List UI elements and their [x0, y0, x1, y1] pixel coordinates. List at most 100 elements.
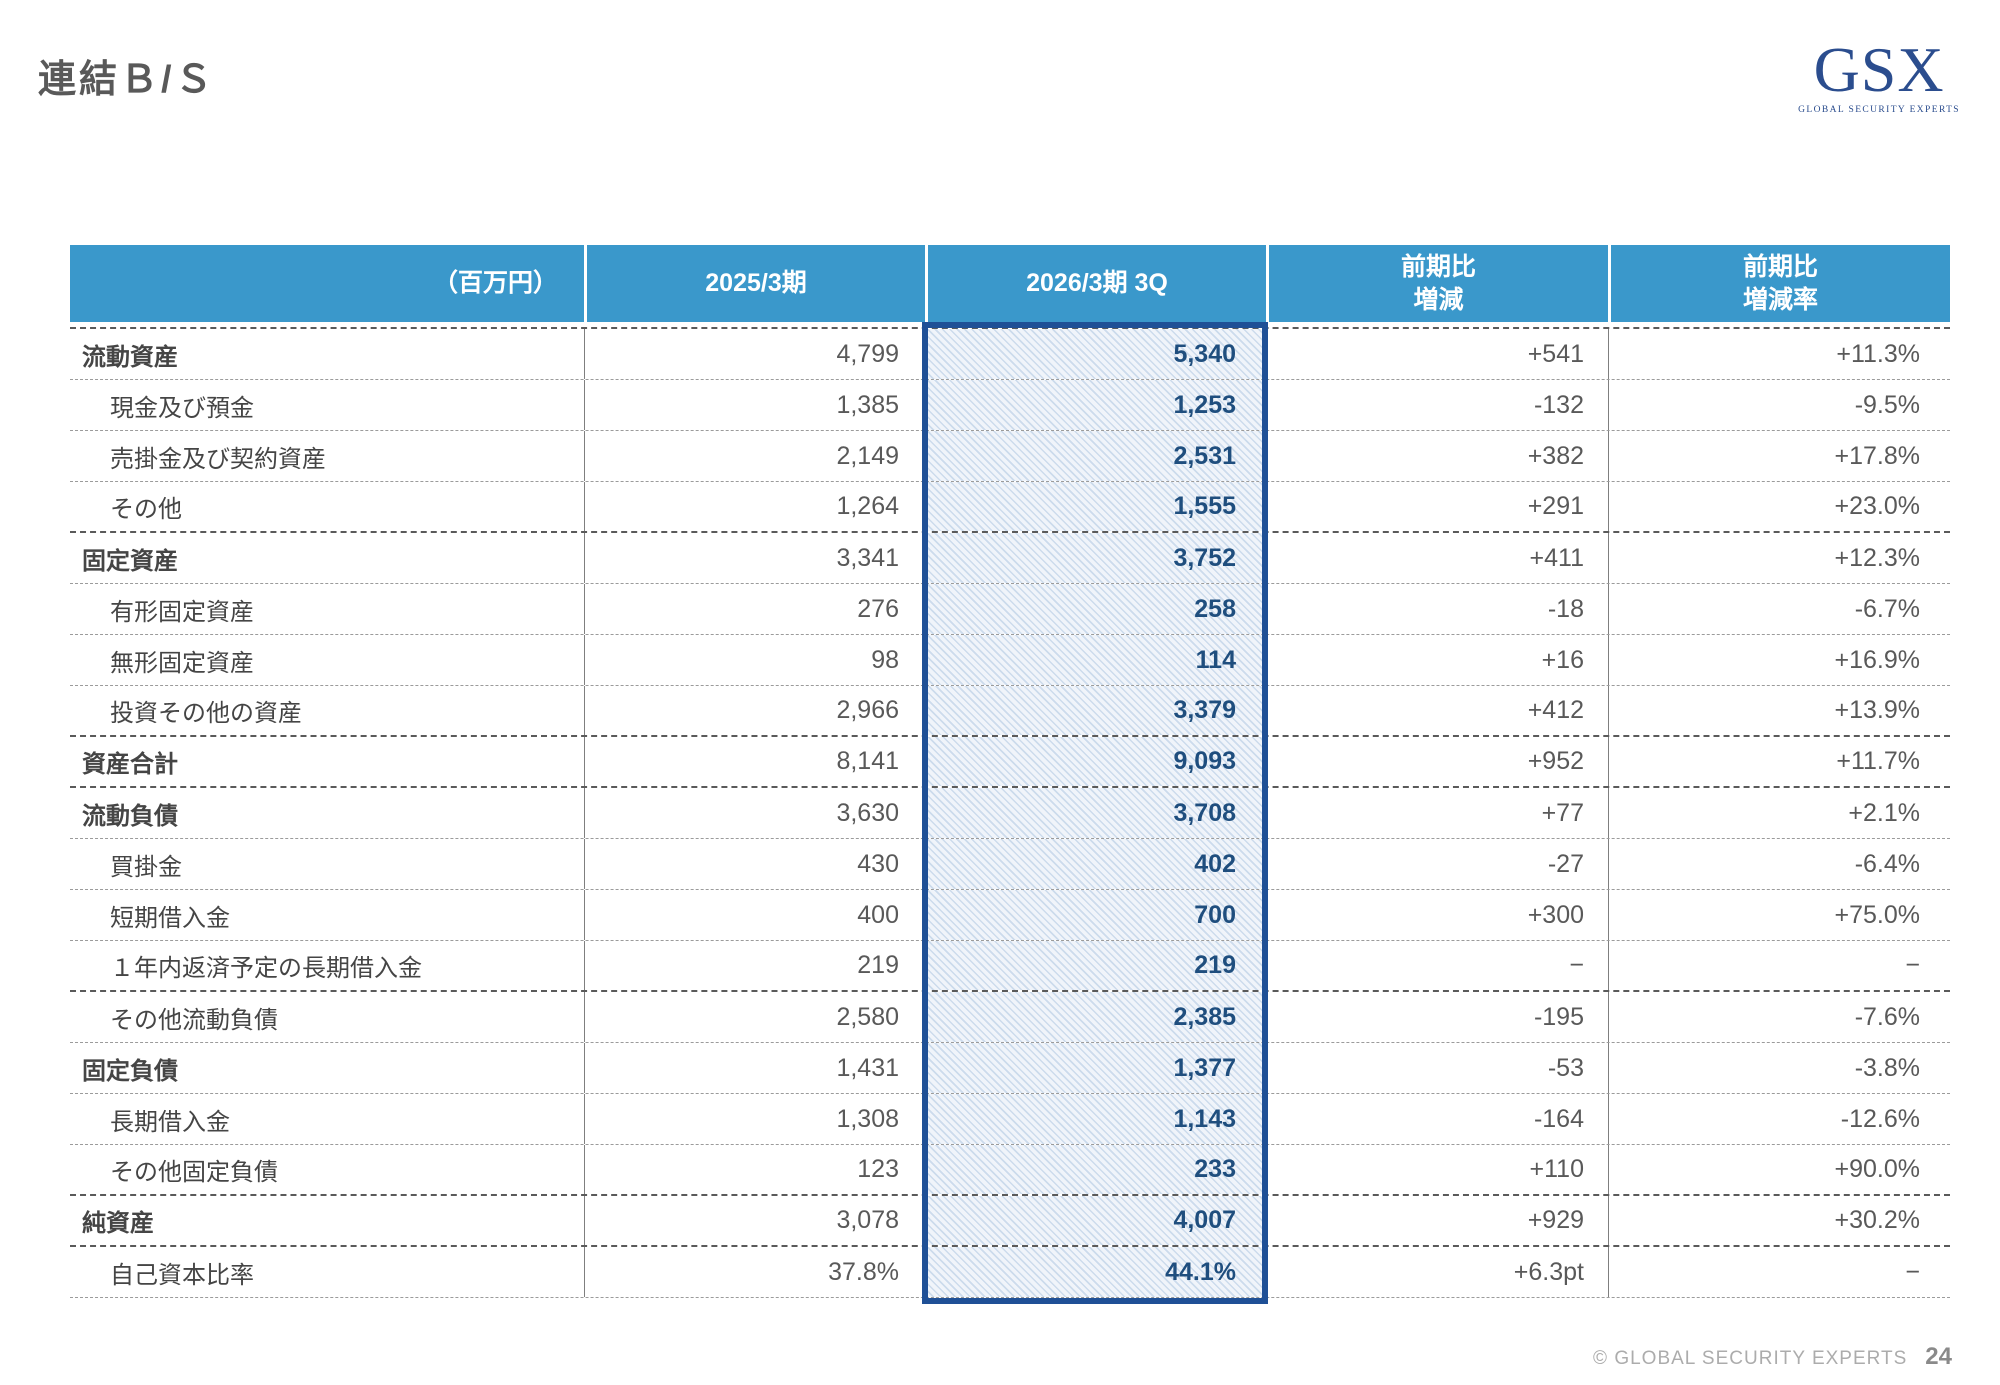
cell-fy2026-3q: 2,531 [925, 431, 1266, 481]
cell-fy2025: 123 [584, 1145, 925, 1194]
cell-yoy-change: +291 [1527, 492, 1584, 520]
row-label: その他流動負債 [110, 1006, 278, 1034]
cell-yoy-change: -164 [1533, 1104, 1584, 1133]
row-label: 投資その他の資産 [110, 700, 302, 727]
cell-fy2025: 2,149 [584, 431, 925, 481]
cell-fy2025: 1,264 [584, 482, 925, 531]
cell-fy2025: 219 [584, 941, 925, 990]
cell-fy2026-3q: 5,340 [925, 329, 1266, 379]
cell-yoy-rate: +23.0% [1608, 482, 1950, 531]
cell-yoy-change: +300 [1527, 900, 1584, 929]
cell-fy2026-3q: 9,093 [925, 737, 1266, 786]
cell-yoy-change: -132 [1533, 390, 1584, 419]
cell-yoy-change: -18 [1547, 594, 1584, 623]
cell-yoy-rate: +2.1% [1608, 788, 1950, 838]
header-cell-yoy-rate: 前期比 増減率 [1608, 245, 1950, 322]
cell-fy2026-3q: 3,708 [925, 788, 1266, 838]
cell-fy2026-3q: 3,752 [925, 533, 1266, 583]
cell-fy2025: 8,141 [584, 737, 925, 786]
page-number: 24 [1925, 1343, 1952, 1370]
cell-yoy-change: +6.3pt [1513, 1257, 1584, 1286]
cell-yoy-rate: -12.6% [1608, 1094, 1950, 1144]
cell-yoy-change: +952 [1527, 747, 1584, 775]
cell-yoy-change: -195 [1533, 1002, 1584, 1031]
table-row: 短期借入金 400 700 +300 +75.0% [70, 890, 1950, 941]
cell-yoy-change: -27 [1547, 849, 1584, 878]
row-label: 売掛金及び契約資産 [110, 445, 326, 473]
cell-yoy-change: − [1569, 951, 1584, 979]
table-body: 流動資産 4,799 5,340 +541 +11.3% 現金及び預金 1,38… [70, 327, 1950, 1298]
cell-yoy-rate: +12.3% [1608, 533, 1950, 583]
table-row: 無形固定資産 98 114 +16 +16.9% [70, 635, 1950, 686]
table-row: １年内返済予定の長期借入金 219 219 − − [70, 941, 1950, 992]
cell-fy2026-3q: 700 [925, 890, 1266, 940]
table-row: 固定負債 1,431 1,377 -53 -3.8% [70, 1043, 1950, 1094]
table-row: 投資その他の資産 2,966 3,379 +412 +13.9% [70, 686, 1950, 737]
table-row: 純資産 3,078 4,007 +929 +30.2% [70, 1196, 1950, 1247]
cell-yoy-change: +929 [1527, 1206, 1584, 1234]
row-label: 資産合計 [82, 751, 178, 778]
header-yoy-rate-line1: 前期比 [1742, 253, 1818, 281]
cell-yoy-change: +77 [1541, 798, 1584, 827]
row-label: 短期借入金 [110, 904, 230, 932]
table-row: 流動資産 4,799 5,340 +541 +11.3% [70, 329, 1950, 380]
row-label: 有形固定資産 [110, 598, 254, 626]
row-label: 流動資産 [82, 343, 178, 371]
cell-fy2026-3q: 44.1% [925, 1247, 1266, 1297]
copyright-text: © GLOBAL SECURITY EXPERTS [1593, 1348, 1908, 1369]
cell-yoy-rate: +16.9% [1608, 635, 1950, 685]
header-yoy-change-line1: 前期比 [1400, 253, 1476, 281]
table-row: 固定資産 3,341 3,752 +411 +12.3% [70, 533, 1950, 584]
row-label: 流動負債 [82, 802, 178, 830]
row-label: その他 [110, 496, 182, 523]
row-label: 自己資本比率 [110, 1261, 254, 1289]
table-row: その他固定負債 123 233 +110 +90.0% [70, 1145, 1950, 1196]
cell-yoy-rate: +13.9% [1608, 686, 1950, 735]
table-header-row: （百万円） 2025/3期 2026/3期 3Q 前期比 増減 前期比 増減率 [70, 245, 1950, 322]
company-logo: GSX GLOBAL SECURITY EXPERTS [1798, 34, 1960, 116]
table-row: 有形固定資産 276 258 -18 -6.7% [70, 584, 1950, 635]
logo-text: GSX [1813, 34, 1945, 105]
cell-fy2026-3q: 1,377 [925, 1043, 1266, 1093]
table-row: 売掛金及び契約資産 2,149 2,531 +382 +17.8% [70, 431, 1950, 482]
cell-yoy-rate: -9.5% [1608, 380, 1950, 430]
cell-fy2025: 276 [584, 584, 925, 634]
table-row: その他流動負債 2,580 2,385 -195 -7.6% [70, 992, 1950, 1043]
cell-yoy-rate: +11.7% [1608, 737, 1950, 786]
cell-fy2026-3q: 4,007 [925, 1196, 1266, 1245]
table-row: 現金及び預金 1,385 1,253 -132 -9.5% [70, 380, 1950, 431]
cell-yoy-rate: − [1608, 941, 1950, 990]
cell-fy2025: 430 [584, 839, 925, 889]
cell-fy2026-3q: 219 [925, 941, 1266, 990]
cell-yoy-change: +412 [1527, 696, 1584, 724]
cell-fy2026-3q: 1,143 [925, 1094, 1266, 1144]
cell-yoy-change: +382 [1527, 441, 1584, 470]
logo-tagline: GLOBAL SECURITY EXPERTS [1798, 105, 1960, 115]
header-cell-fy2025: 2025/3期 [584, 245, 925, 322]
cell-yoy-rate: +90.0% [1608, 1145, 1950, 1194]
cell-fy2025: 3,078 [584, 1196, 925, 1245]
row-label: その他固定負債 [110, 1159, 278, 1186]
cell-fy2025: 1,385 [584, 380, 925, 430]
row-label: 固定資産 [82, 547, 178, 575]
balance-sheet-table: （百万円） 2025/3期 2026/3期 3Q 前期比 増減 前期比 増減率 … [70, 245, 1950, 1304]
table-row: 買掛金 430 402 -27 -6.4% [70, 839, 1950, 890]
cell-yoy-change: +541 [1527, 339, 1584, 368]
row-label: 長期借入金 [110, 1108, 230, 1136]
cell-fy2025: 1,431 [584, 1043, 925, 1093]
cell-fy2025: 3,630 [584, 788, 925, 838]
cell-yoy-change: +16 [1541, 645, 1584, 674]
header-yoy-change-line2: 増減 [1413, 285, 1464, 314]
cell-fy2026-3q: 1,555 [925, 482, 1266, 531]
row-label: 固定負債 [82, 1057, 178, 1085]
cell-yoy-rate: -7.6% [1608, 992, 1950, 1042]
cell-fy2025: 37.8% [584, 1247, 925, 1297]
footer: © GLOBAL SECURITY EXPERTS 24 [1593, 1343, 1952, 1371]
cell-fy2025: 3,341 [584, 533, 925, 583]
cell-fy2025: 2,580 [584, 992, 925, 1042]
cell-yoy-rate: -6.4% [1608, 839, 1950, 889]
header-cell-unit: （百万円） [70, 245, 584, 322]
row-label: 無形固定資産 [110, 649, 254, 677]
table-row: 流動負債 3,630 3,708 +77 +2.1% [70, 788, 1950, 839]
